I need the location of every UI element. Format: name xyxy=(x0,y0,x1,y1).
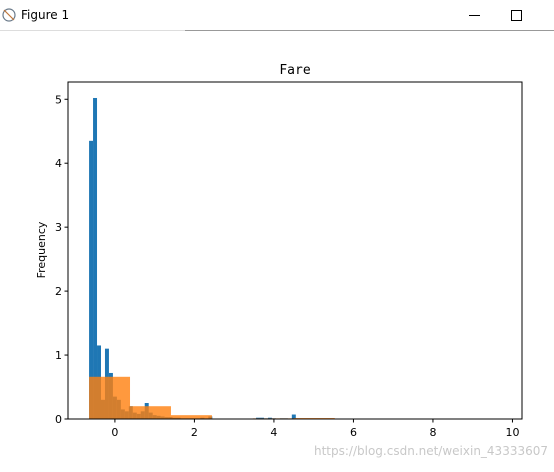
x-tick-label: 4 xyxy=(270,426,277,439)
chart-title: Fare xyxy=(279,63,310,78)
x-tick-label: 0 xyxy=(111,426,118,439)
y-tick-label: 1 xyxy=(55,349,62,362)
y-tick-label: 3 xyxy=(55,221,62,234)
histogram-bar xyxy=(171,415,212,419)
y-tick-label: 5 xyxy=(55,93,62,106)
y-tick-label: 0 xyxy=(55,413,62,426)
histogram-bar xyxy=(93,98,97,419)
x-tick-label: 10 xyxy=(505,426,519,439)
x-tick-label: 8 xyxy=(429,426,436,439)
window-title: Figure 1 xyxy=(21,8,69,22)
y-axis-label: Frequency xyxy=(35,221,48,278)
y-tick-label: 2 xyxy=(55,285,62,298)
x-tick-label: 2 xyxy=(191,426,198,439)
x-tick-label: 6 xyxy=(350,426,357,439)
histogram-bar xyxy=(130,406,171,419)
watermark: https://blog.csdn.net/weixin_43333607 xyxy=(314,444,548,458)
histogram-bar xyxy=(89,377,130,419)
y-tick-label: 4 xyxy=(55,157,62,170)
